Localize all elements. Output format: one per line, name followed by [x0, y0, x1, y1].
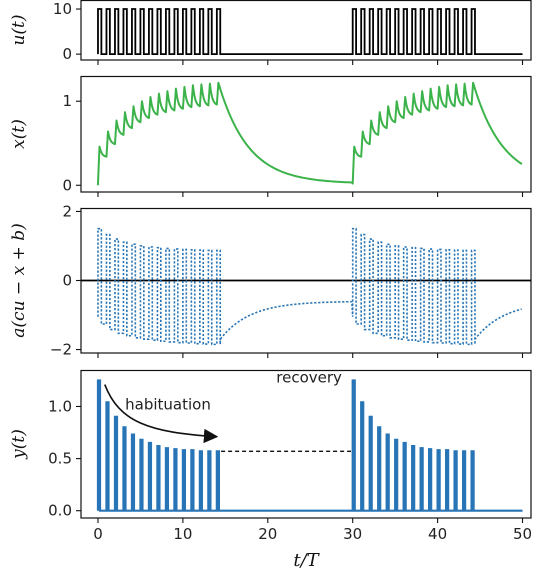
annotation-habituation: habituation	[125, 396, 211, 414]
annotation-recovery: recovery	[276, 369, 342, 387]
y-tick-label: 0	[62, 272, 72, 290]
y-tick-label: −2	[50, 341, 72, 359]
series-y	[96, 379, 523, 512]
series-u	[97, 8, 523, 56]
habituation-arrow	[104, 384, 219, 444]
y-axis-label-x: x(t)	[9, 119, 29, 149]
plot-area-u	[80, 0, 532, 65]
x-tick-label: 20	[258, 525, 277, 543]
y-ticks-u: 0 10	[53, 0, 81, 63]
x-tick-label: 10	[173, 525, 192, 543]
y-ticks-x: 01	[62, 92, 81, 194]
plot-area-x	[80, 75, 532, 197]
y-tick-label: 0.5	[48, 450, 72, 468]
x-tick-label: 0	[93, 525, 103, 543]
y-tick-label: 0	[62, 176, 72, 194]
x-tick-label: 40	[428, 525, 447, 543]
y-tick-label: 0.0	[48, 502, 72, 520]
panel-drive: −2 0 2 a(cu − x + b)	[9, 202, 532, 359]
plot-area-drive	[80, 207, 532, 358]
panel-u: 0 10 u(t)	[9, 0, 532, 65]
panel-y: 0.0 0.5 1.0 y(t) habituation recovery	[9, 369, 532, 523]
y-axis-label-drive: a(cu − x + b)	[9, 223, 29, 337]
y-tick-label: 10	[53, 0, 72, 18]
plot-area-y	[80, 369, 532, 523]
y-ticks-drive: −2 0 2	[50, 202, 81, 359]
y-tick-label: 0	[62, 45, 72, 63]
x-axis-label: t/T	[293, 550, 320, 571]
panel-x: 01 x(t)	[9, 75, 532, 197]
x-tick-label: 50	[513, 525, 532, 543]
y-tick-label: 1.0	[48, 397, 72, 415]
x-ticks: 0 10 20 30 40 50	[93, 525, 532, 543]
frame-y	[80, 369, 532, 519]
series-x	[96, 81, 523, 186]
y-tick-label: 1	[62, 92, 72, 110]
series-drive	[97, 227, 522, 346]
y-axis-label-y: y(t)	[9, 429, 29, 460]
frame-x	[80, 75, 532, 193]
y-ticks-y: 0.0 0.5 1.0	[48, 397, 81, 520]
x-tick-label: 30	[343, 525, 362, 543]
frame-u	[80, 0, 532, 61]
y-axis-label-u: u(t)	[9, 14, 29, 45]
y-tick-label: 2	[62, 202, 72, 220]
